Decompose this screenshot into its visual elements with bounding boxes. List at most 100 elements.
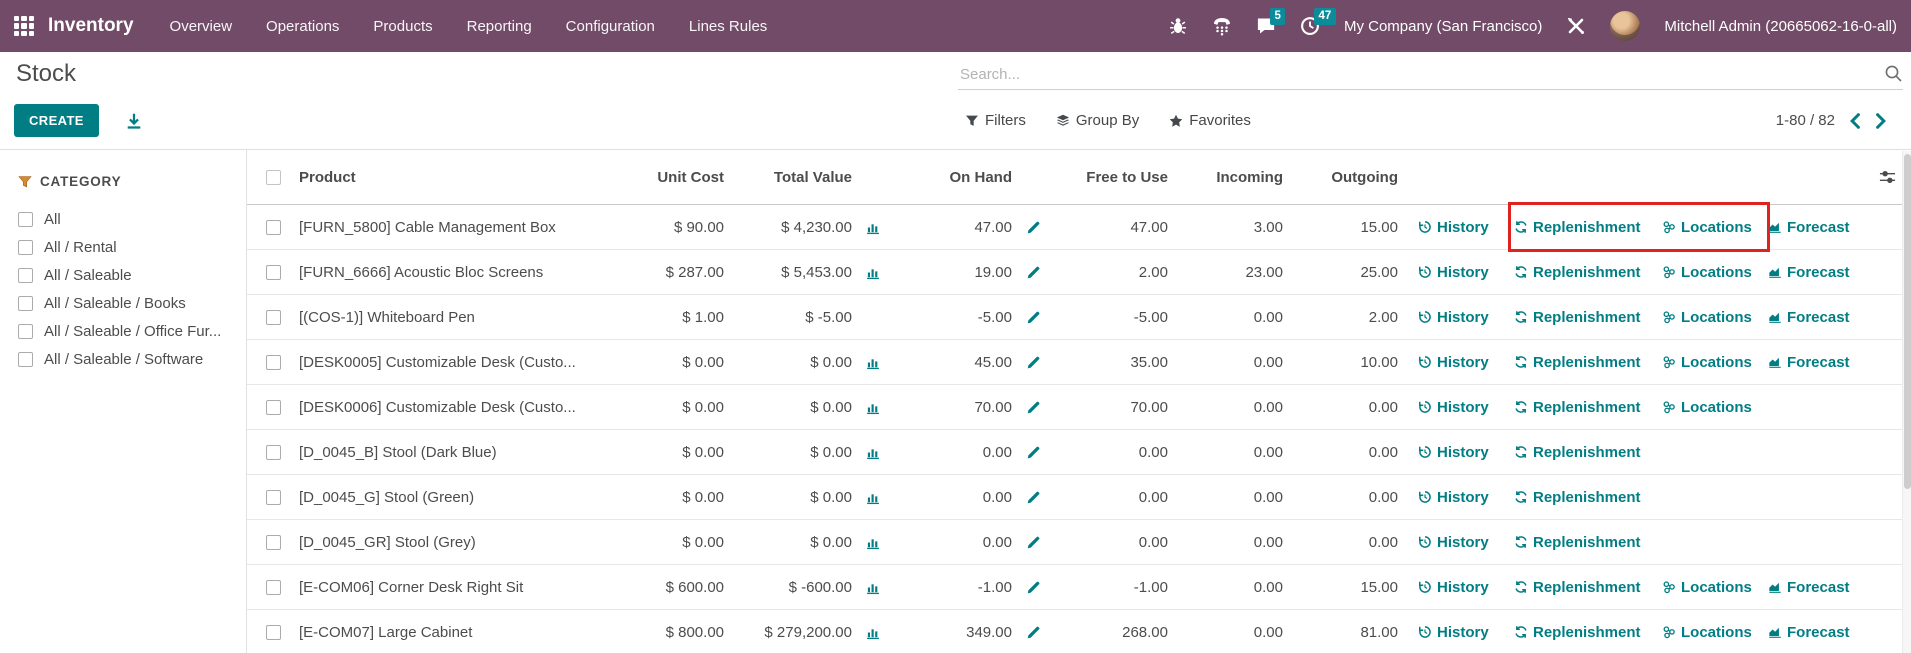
row-checkbox[interactable] — [265, 579, 281, 595]
category-item[interactable]: All / Saleable / Books — [18, 289, 246, 317]
pager-previous-icon[interactable] — [1849, 112, 1861, 129]
value-chart-icon[interactable] — [866, 580, 881, 595]
forecast-button[interactable]: Forecast — [1768, 624, 1868, 641]
value-chart-icon[interactable] — [866, 265, 881, 280]
group-by-button[interactable]: Group By — [1056, 112, 1139, 129]
apps-menu-icon[interactable] — [14, 16, 34, 36]
product-name[interactable]: [E-COM06] Corner Desk Right Sit — [299, 578, 524, 596]
replenishment-button[interactable]: Replenishment — [1514, 489, 1662, 506]
forecast-button[interactable]: Forecast — [1768, 219, 1868, 236]
category-checkbox[interactable] — [18, 267, 33, 283]
edit-pencil-icon[interactable] — [1026, 310, 1041, 325]
history-button[interactable]: History — [1418, 399, 1514, 416]
row-checkbox[interactable] — [265, 309, 281, 325]
category-item[interactable]: All / Rental — [18, 233, 246, 261]
product-name[interactable]: [DESK0006] Customizable Desk (Custo... — [299, 398, 576, 416]
replenishment-button[interactable]: Replenishment — [1514, 624, 1662, 641]
value-chart-icon[interactable] — [866, 220, 881, 235]
edit-pencil-icon[interactable] — [1026, 220, 1041, 235]
product-name[interactable]: [FURN_6666] Acoustic Bloc Screens — [299, 263, 544, 281]
menu-lines-rules[interactable]: Lines Rules — [688, 17, 768, 35]
locations-button[interactable]: Locations — [1662, 219, 1768, 236]
history-button[interactable]: History — [1418, 534, 1514, 551]
tools-icon[interactable] — [1566, 16, 1586, 36]
product-name[interactable]: [D_0045_G] Stool (Green) — [299, 488, 475, 506]
category-checkbox[interactable] — [18, 323, 33, 339]
history-button[interactable]: History — [1418, 354, 1514, 371]
category-checkbox[interactable] — [18, 295, 33, 311]
value-chart-icon[interactable] — [866, 400, 881, 415]
edit-pencil-icon[interactable] — [1026, 625, 1041, 640]
edit-pencil-icon[interactable] — [1026, 355, 1041, 370]
menu-reporting[interactable]: Reporting — [466, 17, 532, 35]
locations-button[interactable]: Locations — [1662, 264, 1768, 281]
history-button[interactable]: History — [1418, 444, 1514, 461]
select-all-checkbox[interactable] — [265, 169, 281, 185]
favorites-button[interactable]: Favorites — [1169, 112, 1251, 129]
product-name[interactable]: [E-COM07] Large Cabinet — [299, 623, 473, 641]
debug-bug-icon[interactable] — [1168, 16, 1188, 36]
history-button[interactable]: History — [1418, 309, 1514, 326]
edit-pencil-icon[interactable] — [1026, 580, 1041, 595]
history-button[interactable]: History — [1418, 264, 1514, 281]
row-checkbox[interactable] — [265, 399, 281, 415]
menu-configuration[interactable]: Configuration — [565, 17, 655, 35]
history-button[interactable]: History — [1418, 579, 1514, 596]
value-chart-icon[interactable] — [866, 490, 881, 505]
history-button[interactable]: History — [1418, 624, 1514, 641]
locations-button[interactable]: Locations — [1662, 579, 1768, 596]
replenishment-button[interactable]: Replenishment — [1514, 219, 1662, 236]
export-download-icon[interactable] — [125, 112, 143, 130]
forecast-button[interactable]: Forecast — [1768, 309, 1868, 326]
replenishment-button[interactable]: Replenishment — [1514, 309, 1662, 326]
col-incoming[interactable]: Incoming — [1216, 168, 1283, 186]
locations-button[interactable]: Locations — [1662, 354, 1768, 371]
category-checkbox[interactable] — [18, 351, 33, 367]
col-outgoing[interactable]: Outgoing — [1331, 168, 1398, 186]
product-name[interactable]: [FURN_5800] Cable Management Box — [299, 218, 556, 236]
menu-products[interactable]: Products — [373, 17, 433, 35]
menu-operations[interactable]: Operations — [266, 17, 340, 35]
product-name[interactable]: [(COS-1)] Whiteboard Pen — [299, 308, 475, 326]
vertical-scrollbar-thumb[interactable] — [1904, 154, 1911, 489]
col-product[interactable]: Product — [299, 168, 356, 186]
replenishment-button[interactable]: Replenishment — [1514, 444, 1662, 461]
replenishment-button[interactable]: Replenishment — [1514, 534, 1662, 551]
value-chart-icon[interactable] — [866, 445, 881, 460]
row-checkbox[interactable] — [265, 354, 281, 370]
row-checkbox[interactable] — [265, 219, 281, 235]
row-checkbox[interactable] — [265, 264, 281, 280]
row-checkbox[interactable] — [265, 624, 281, 640]
locations-button[interactable]: Locations — [1662, 399, 1768, 416]
category-item[interactable]: All / Saleable / Office Fur... — [18, 317, 246, 345]
product-name[interactable]: [DESK0005] Customizable Desk (Custo... — [299, 353, 576, 371]
optional-columns-icon[interactable] — [1879, 170, 1896, 184]
company-switcher[interactable]: My Company (San Francisco) — [1343, 17, 1543, 35]
product-name[interactable]: [D_0045_B] Stool (Dark Blue) — [299, 443, 497, 461]
category-checkbox[interactable] — [18, 211, 33, 227]
history-button[interactable]: History — [1418, 219, 1514, 236]
col-total-value[interactable]: Total Value — [773, 168, 852, 186]
filters-button[interactable]: Filters — [965, 112, 1026, 129]
search-icon[interactable] — [1884, 64, 1903, 83]
voip-phone-icon[interactable] — [1212, 16, 1232, 36]
menu-overview[interactable]: Overview — [169, 17, 233, 35]
user-menu[interactable]: Mitchell Admin (20665062-16-0-all) — [1664, 17, 1897, 35]
col-free-to-use[interactable]: Free to Use — [1086, 168, 1168, 186]
user-avatar[interactable] — [1610, 11, 1641, 41]
replenishment-button[interactable]: Replenishment — [1514, 579, 1662, 596]
pager-next-icon[interactable] — [1875, 112, 1887, 129]
edit-pencil-icon[interactable] — [1026, 400, 1041, 415]
messages-icon[interactable]: 5 — [1256, 8, 1286, 36]
row-checkbox[interactable] — [265, 534, 281, 550]
edit-pencil-icon[interactable] — [1026, 445, 1041, 460]
replenishment-button[interactable]: Replenishment — [1514, 264, 1662, 281]
history-button[interactable]: History — [1418, 489, 1514, 506]
category-checkbox[interactable] — [18, 239, 33, 255]
row-checkbox[interactable] — [265, 489, 281, 505]
edit-pencil-icon[interactable] — [1026, 265, 1041, 280]
category-item[interactable]: All / Saleable — [18, 261, 246, 289]
search-input[interactable] — [958, 62, 1903, 90]
edit-pencil-icon[interactable] — [1026, 490, 1041, 505]
col-unit-cost[interactable]: Unit Cost — [657, 168, 724, 186]
